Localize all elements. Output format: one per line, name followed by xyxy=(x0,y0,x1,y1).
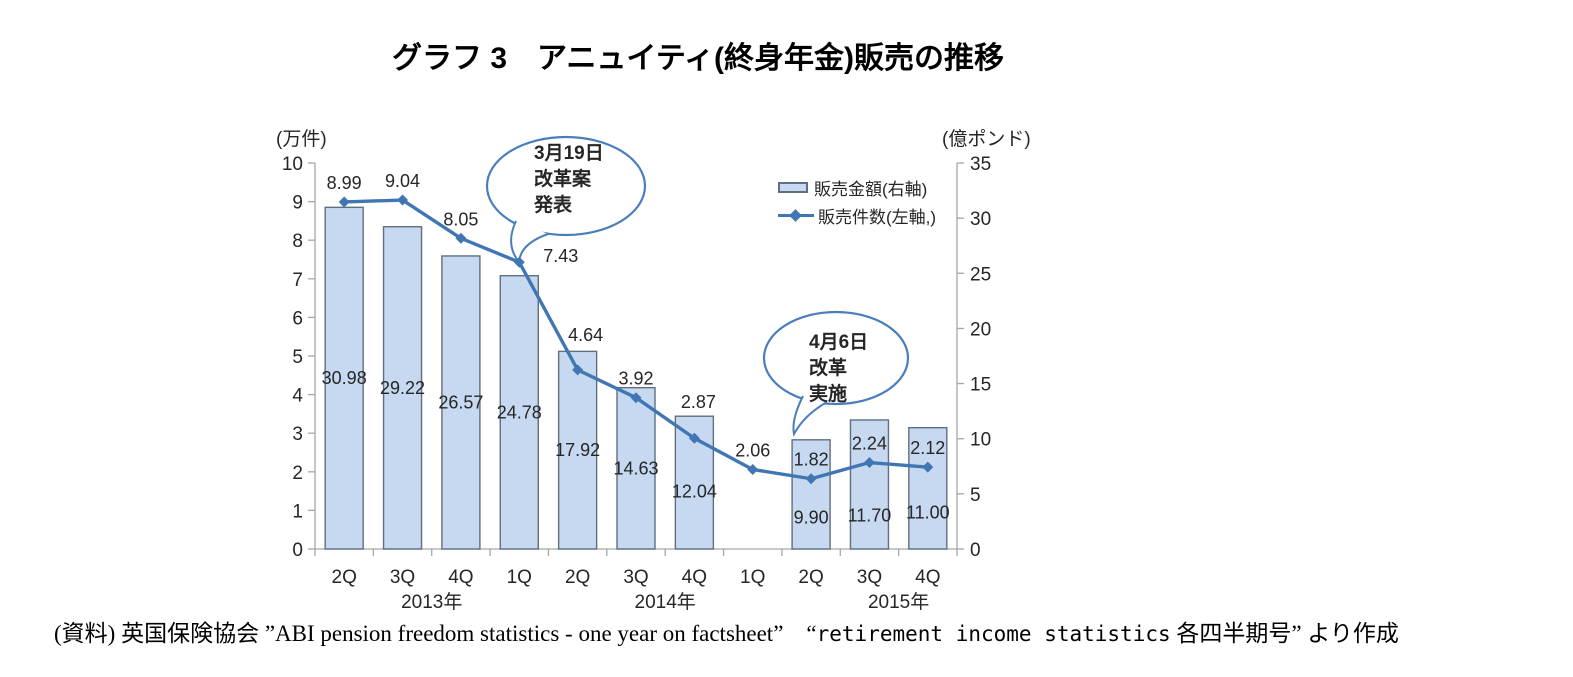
annotation-reform-implemented: 4月6日 改革 実施 xyxy=(809,332,869,405)
legend-diamond-icon xyxy=(789,208,802,222)
left-axis-unit-label: (万件) xyxy=(276,129,327,150)
line-value-label: 3.92 xyxy=(618,369,653,389)
annotation-bubble xyxy=(762,310,910,406)
x-category-label: 2Q xyxy=(798,567,823,588)
legend-item-label: 販売件数(左軸,) xyxy=(818,207,937,227)
bar-value-label: 26.57 xyxy=(438,392,483,412)
annotation-bubble xyxy=(485,135,647,237)
y-axis-left-tick-label: 1 xyxy=(292,501,303,522)
bar-value-label: 11.70 xyxy=(848,505,892,525)
x-category-label: 4Q xyxy=(682,567,707,588)
source-text-mono: retirement income statistics xyxy=(816,622,1171,646)
line-value-label: 7.43 xyxy=(543,246,578,266)
bar xyxy=(674,415,715,550)
bar-value-label: 30.98 xyxy=(322,368,367,388)
line-marker xyxy=(922,461,934,473)
x-category-label: 3Q xyxy=(857,567,882,588)
bar-value-label: 14.63 xyxy=(613,458,658,478)
line-value-label: 2.87 xyxy=(681,392,716,412)
source-text-serif: (資料) 英国保険協会 ”ABI pension freedom statist… xyxy=(54,621,817,646)
annotation-reform-proposal-announced: 3月19日 改革案 発表 xyxy=(534,143,604,216)
bar-value-label: 29.22 xyxy=(380,378,425,398)
x-category-label: 4Q xyxy=(448,567,473,588)
chart-title: グラフ 3 アニュイティ(終身年金)販売の推移 xyxy=(392,42,1004,75)
bar-value-label: 9.90 xyxy=(794,507,829,527)
line-marker xyxy=(397,194,409,206)
y-axis-right-tick-label: 0 xyxy=(970,540,981,561)
x-category-label: 4Q xyxy=(915,567,940,588)
y-axis-right-tick-label: 5 xyxy=(970,485,981,506)
bar-value-label: 24.78 xyxy=(497,402,542,422)
x-year-label: 2015年 xyxy=(868,591,929,613)
legend-bar-swatch-icon xyxy=(778,181,808,193)
y-axis-right-tick-label: 20 xyxy=(970,319,991,340)
y-axis-left-tick-label: 0 xyxy=(292,540,303,561)
line-value-label: 1.82 xyxy=(794,450,829,470)
line-value-label: 8.99 xyxy=(327,173,362,193)
bar xyxy=(849,419,890,550)
y-axis-right-tick-label: 10 xyxy=(970,430,991,451)
bar-value-label: 11.00 xyxy=(906,502,950,522)
x-category-label: 3Q xyxy=(623,567,648,588)
bar xyxy=(324,206,364,550)
y-axis-left-tick-label: 6 xyxy=(292,308,303,329)
y-axis-left-tick-label: 8 xyxy=(292,231,303,252)
line-value-label: 8.05 xyxy=(443,209,478,229)
line-value-label: 9.04 xyxy=(385,171,420,191)
line-marker xyxy=(863,457,875,469)
line-marker xyxy=(688,432,700,444)
x-category-label: 2Q xyxy=(565,567,590,588)
x-year-label: 2013年 xyxy=(401,591,462,613)
bar xyxy=(382,226,423,550)
line-marker xyxy=(455,232,467,244)
y-axis-left-tick-label: 2 xyxy=(292,463,303,484)
bar xyxy=(908,426,948,550)
bar xyxy=(499,275,539,550)
line-value-label: 2.12 xyxy=(910,438,945,458)
x-category-label: 2Q xyxy=(332,567,357,588)
line-value-label: 2.06 xyxy=(735,440,770,460)
x-category-label: 1Q xyxy=(740,567,765,588)
line-marker xyxy=(805,473,817,485)
y-axis-left-tick-label: 5 xyxy=(292,347,303,368)
source-note: (資料) 英国保険協会 ”ABI pension freedom statist… xyxy=(54,614,1399,648)
y-axis-left-tick-label: 7 xyxy=(292,270,303,291)
line-marker xyxy=(513,256,525,268)
annotation-bubble-tail xyxy=(792,395,828,437)
line-marker xyxy=(747,463,759,475)
bar xyxy=(441,255,481,550)
y-axis-left-tick-label: 4 xyxy=(292,386,303,407)
y-axis-right-tick-label: 35 xyxy=(970,154,991,175)
legend-line-swatch-icon xyxy=(778,208,814,222)
line-value-label: 4.64 xyxy=(568,325,603,345)
line-value-label: 2.24 xyxy=(852,434,887,454)
y-axis-left-tick-label: 3 xyxy=(292,424,303,445)
right-axis-unit-label: (億ポンド) xyxy=(942,129,1031,150)
legend-item-label: 販売金額(右軸) xyxy=(814,179,928,199)
legend-item-sales-amount: 販売金額(右軸) xyxy=(778,173,936,201)
line-marker xyxy=(572,364,584,376)
bar-value-label: 12.04 xyxy=(672,482,717,502)
y-axis-right-tick-label: 15 xyxy=(970,375,991,396)
bar xyxy=(557,350,598,550)
legend: 販売金額(右軸) 販売件数(左軸,) xyxy=(778,173,936,229)
legend-item-sales-count: 販売件数(左軸,) xyxy=(778,201,936,229)
x-year-label: 2014年 xyxy=(635,591,696,613)
line-marker xyxy=(630,392,642,404)
y-axis-right-tick-label: 30 xyxy=(970,209,991,230)
x-category-label: 1Q xyxy=(507,567,532,588)
y-axis-left-tick-label: 10 xyxy=(282,154,303,175)
x-category-label: 3Q xyxy=(390,567,415,588)
bar xyxy=(791,439,831,550)
line-marker xyxy=(338,196,350,208)
bar-value-label: 17.92 xyxy=(555,440,600,460)
y-axis-right-tick-label: 25 xyxy=(970,264,991,285)
bar xyxy=(616,386,656,550)
y-axis-left-tick-label: 9 xyxy=(292,193,303,214)
source-text-serif: 各四半期号” より作成 xyxy=(1170,621,1399,646)
